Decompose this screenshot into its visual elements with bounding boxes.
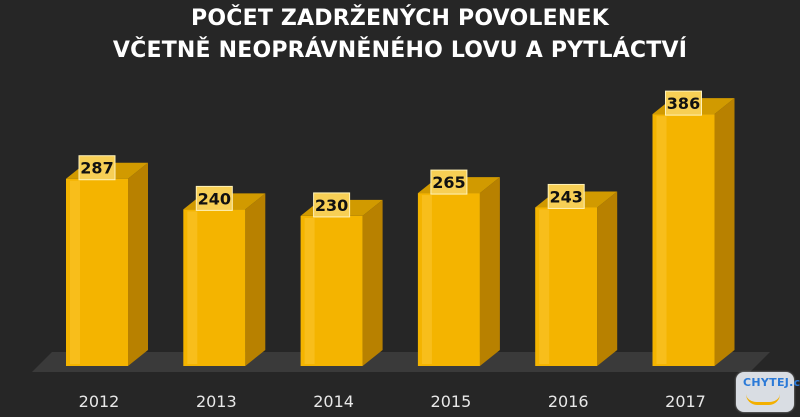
x-tick-2012: 2012 bbox=[79, 392, 120, 411]
bar-highlight-2013 bbox=[187, 211, 198, 364]
logo-text: CHYTEJ.cz bbox=[743, 376, 800, 389]
bar-highlight-2014 bbox=[304, 217, 315, 364]
bar-side-2013 bbox=[245, 193, 266, 366]
bar-2017 bbox=[652, 114, 715, 366]
value-label-2013: 240 bbox=[198, 189, 231, 208]
bar-side-2015 bbox=[479, 177, 500, 366]
chart-title-line1: POČET ZADRŽENÝCH POVOLENEK bbox=[191, 6, 609, 31]
value-label-box-2012 bbox=[78, 155, 116, 181]
value-label-box-2017 bbox=[665, 90, 702, 116]
value-label-box-2014 bbox=[313, 192, 351, 218]
value-label-box-2015 bbox=[430, 169, 468, 195]
x-tick-2016: 2016 bbox=[548, 392, 589, 411]
bar-2015 bbox=[417, 193, 480, 366]
value-label-box-2016 bbox=[547, 183, 585, 209]
x-tick-2013: 2013 bbox=[196, 392, 237, 411]
x-tick-2015: 2015 bbox=[431, 392, 472, 411]
bar-2013 bbox=[183, 209, 246, 366]
bar-highlight-2017 bbox=[656, 116, 667, 364]
x-tick-2017: 2017 bbox=[665, 392, 706, 411]
value-label-2017: 386 bbox=[667, 94, 700, 113]
chart-title-line2: VČETNĚ NEOPRÁVNĚNÉHO LOVU A PYTLÁCTVÍ bbox=[112, 38, 688, 63]
bar-highlight-2016 bbox=[539, 209, 550, 364]
bar-2012 bbox=[66, 178, 128, 366]
bar-side-2012 bbox=[128, 162, 148, 366]
bar-highlight-2012 bbox=[70, 180, 80, 364]
value-label-box-2013 bbox=[195, 185, 233, 211]
bar-side-2017 bbox=[714, 98, 735, 366]
bar-side-2016 bbox=[597, 191, 618, 366]
chytej-logo: CHYTEJ.cz bbox=[736, 372, 800, 412]
bar-side-2014 bbox=[362, 199, 383, 366]
value-label-2012: 287 bbox=[80, 159, 113, 178]
bar-2016 bbox=[535, 207, 598, 366]
logo-swoosh-icon bbox=[746, 394, 780, 405]
bar-2014 bbox=[300, 215, 363, 366]
value-label-2016: 243 bbox=[549, 187, 582, 206]
bar-highlight-2015 bbox=[421, 195, 432, 364]
value-label-2014: 230 bbox=[315, 196, 348, 215]
value-label-2015: 265 bbox=[432, 173, 465, 192]
x-tick-2014: 2014 bbox=[313, 392, 354, 411]
